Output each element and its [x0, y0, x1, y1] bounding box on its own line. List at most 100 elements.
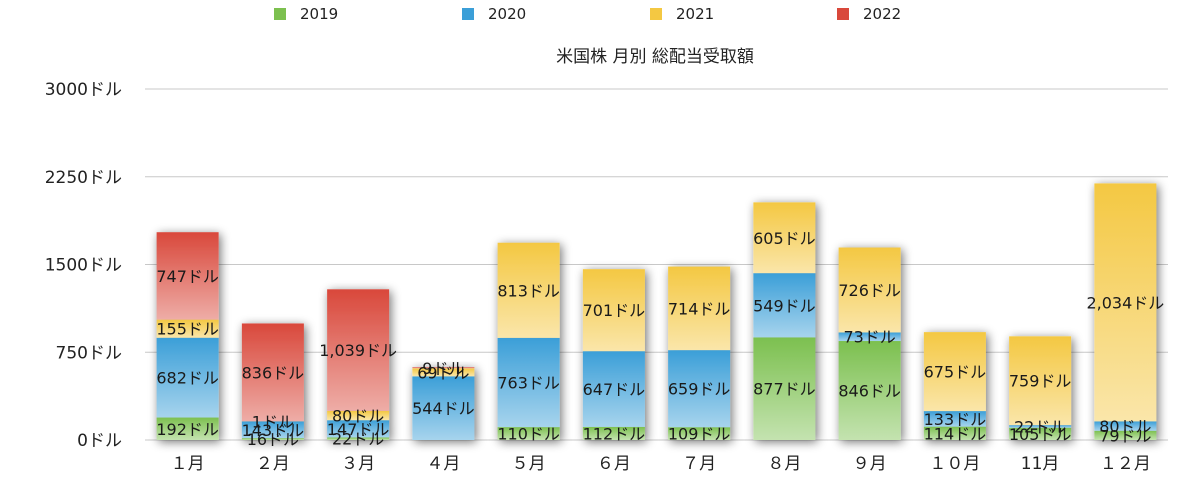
bar-segment-2020 — [838, 332, 901, 342]
bar-segment-2020 — [582, 351, 645, 427]
data-label-2021: 155ドル — [156, 320, 219, 339]
data-label-2019: 16ドル — [247, 430, 299, 449]
legend-swatch-2021 — [650, 8, 662, 20]
bar-segment-2022 — [412, 367, 475, 369]
legend-swatch-2022 — [837, 8, 849, 20]
data-label-2021: 2,034ドル — [1086, 293, 1164, 312]
bar-stack — [241, 323, 304, 440]
x-tick-label: ７月 — [682, 454, 716, 474]
data-label-2021: 813ドル — [497, 281, 560, 300]
bar-stack — [156, 232, 219, 440]
x-tick-label: ９月 — [853, 454, 887, 474]
data-label-2021: 1ドル — [252, 412, 294, 431]
x-tick-label: １月 — [171, 454, 205, 474]
bar-segment-2021 — [923, 332, 986, 412]
bar-segment-2021 — [1094, 183, 1157, 422]
bar-segment-2020 — [753, 273, 816, 338]
data-label-2019: 105ドル — [1009, 425, 1072, 444]
bar-stack — [838, 247, 901, 440]
data-label-2020: 143ドル — [242, 421, 305, 440]
bar-stack — [327, 289, 390, 440]
bar-segment-2021 — [156, 319, 219, 338]
y-axis: 0ドル 750ドル 1500ドル 2250ドル 3000ドル — [45, 80, 122, 451]
bar-segment-2019 — [838, 341, 901, 440]
y-tick-label: 2250ドル — [45, 168, 122, 188]
bar-stack — [1009, 336, 1072, 440]
bar-stack — [668, 266, 731, 440]
data-label-2022: 836ドル — [242, 363, 305, 382]
legend-swatch-2019 — [274, 8, 286, 20]
data-label-2021: 726ドル — [838, 281, 901, 300]
data-label-2020: 133ドル — [924, 410, 987, 429]
bar-segment-2019 — [923, 426, 986, 440]
data-label-2020: 73ドル — [843, 328, 895, 347]
bar-segment-2022 — [156, 232, 219, 320]
legend-swatch-2020 — [462, 8, 474, 20]
bar-segment-2021 — [497, 242, 560, 338]
x-axis: １月 ２月 ３月 ４月 ５月 ６月 ７月 ８月 ９月 １０月 11月 １２月 — [171, 454, 1151, 474]
bar-segment-2022 — [241, 323, 304, 422]
data-label-2020: 682ドル — [156, 369, 219, 388]
bar-segment-2020 — [923, 411, 986, 427]
data-label-2019: 79ドル — [1099, 426, 1151, 445]
bar-stack — [923, 332, 986, 440]
bar-stack — [497, 242, 560, 440]
bar-segment-2019 — [668, 427, 731, 440]
data-label-2020: 22ドル — [1014, 417, 1066, 436]
bar-segment-2021 — [327, 410, 390, 421]
data-label-2021: 69ドル — [417, 363, 469, 382]
bar-stack — [753, 202, 816, 440]
legend-label-2019: 2019 — [300, 5, 338, 23]
bar-segment-2019 — [1094, 430, 1157, 440]
data-label-2019: 192ドル — [156, 420, 219, 439]
bar-segment-2019 — [753, 337, 816, 440]
data-label-2019: 22ドル — [332, 430, 384, 449]
data-label-2021: 605ドル — [753, 229, 816, 248]
data-label-2020: 763ドル — [497, 373, 560, 392]
bar-segment-2021 — [1009, 336, 1072, 426]
data-label-2022: 1,039ドル — [319, 341, 397, 360]
bar-segment-2022 — [327, 289, 390, 411]
bar-segment-2021 — [753, 202, 816, 274]
x-tick-label: １２月 — [1100, 454, 1151, 474]
x-tick-label: ２月 — [256, 454, 290, 474]
y-tick-label: 750ドル — [56, 343, 122, 363]
bar-segment-2021 — [582, 269, 645, 352]
y-tick-label: 0ドル — [77, 431, 122, 451]
data-label-2019: 114ドル — [924, 424, 987, 443]
bar-stack — [412, 367, 475, 440]
data-label-2020: 544ドル — [412, 399, 475, 418]
y-tick-label: 3000ドル — [45, 80, 122, 100]
x-tick-label: ４月 — [426, 454, 460, 474]
bar-stack — [582, 269, 645, 440]
bar-segment-2019 — [241, 438, 304, 440]
bar-segment-2021 — [668, 266, 731, 351]
bar-segment-2020 — [327, 420, 390, 438]
data-label-2020: 80ドル — [1099, 417, 1151, 436]
data-label-2021: 675ドル — [924, 363, 987, 382]
bar-segment-2020 — [1009, 425, 1072, 428]
data-label-2020: 647ドル — [583, 380, 646, 399]
bar-segment-2021 — [412, 368, 475, 377]
bars — [156, 183, 1157, 440]
y-tick-label: 1500ドル — [45, 256, 122, 276]
data-label-2020: 549ドル — [753, 296, 816, 315]
bar-segment-2019 — [497, 427, 560, 440]
bar-segment-2020 — [1094, 421, 1157, 431]
bar-segment-2020 — [241, 421, 304, 439]
bar-segment-2020 — [412, 376, 475, 440]
data-label-2021: 714ドル — [668, 299, 731, 318]
data-label-2021: 759ドル — [1009, 372, 1072, 391]
data-label-2020: 147ドル — [327, 420, 390, 439]
data-label-2021: 80ドル — [332, 407, 384, 426]
data-label-2019: 109ドル — [668, 425, 731, 444]
x-tick-label: ５月 — [512, 454, 546, 474]
data-label-2022: 747ドル — [156, 267, 219, 286]
data-label-2022: 9ドル — [422, 359, 464, 378]
chart-legend: 2019 2020 2021 2022 — [274, 5, 901, 23]
x-tick-label: ３月 — [341, 454, 375, 474]
data-label-2020: 659ドル — [668, 380, 731, 399]
bar-segment-2019 — [582, 426, 645, 440]
